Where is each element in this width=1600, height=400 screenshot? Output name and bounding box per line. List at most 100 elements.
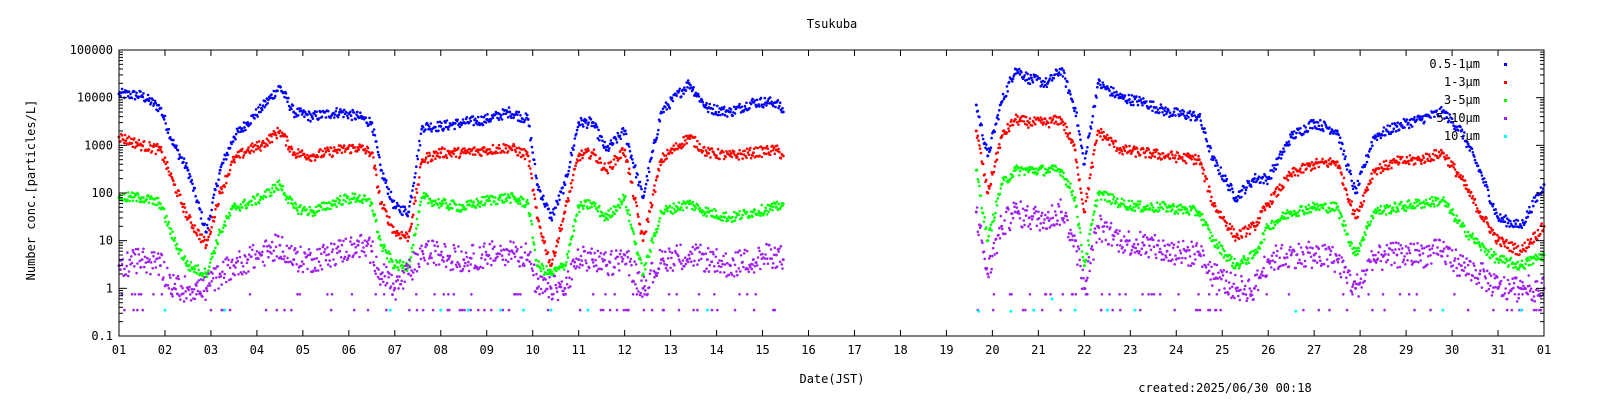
data-point bbox=[1519, 223, 1522, 226]
data-point bbox=[1136, 103, 1140, 107]
data-point bbox=[238, 156, 242, 159]
data-point bbox=[1394, 130, 1398, 133]
data-point bbox=[1465, 183, 1468, 187]
data-point bbox=[322, 155, 325, 158]
data-point bbox=[1311, 207, 1314, 210]
data-point bbox=[1404, 209, 1408, 212]
data-point bbox=[1282, 185, 1285, 189]
data-point bbox=[290, 147, 294, 151]
data-point bbox=[1129, 103, 1133, 107]
data-point bbox=[234, 132, 238, 136]
data-point bbox=[1494, 253, 1497, 256]
data-point bbox=[993, 130, 996, 134]
data-point bbox=[160, 293, 164, 296]
data-point bbox=[1282, 147, 1285, 150]
data-point bbox=[447, 125, 451, 128]
data-point bbox=[1074, 158, 1078, 162]
data-point bbox=[208, 228, 211, 232]
data-point bbox=[542, 236, 545, 239]
data-point bbox=[1451, 161, 1455, 164]
data-point bbox=[768, 153, 772, 157]
data-point bbox=[169, 172, 173, 175]
data-point bbox=[1076, 173, 1080, 176]
data-point bbox=[1463, 230, 1467, 234]
data-point bbox=[1204, 137, 1208, 141]
data-point bbox=[1080, 198, 1084, 201]
data-point bbox=[142, 196, 145, 199]
data-point bbox=[417, 183, 420, 186]
data-point bbox=[1104, 135, 1108, 139]
data-point bbox=[297, 148, 300, 151]
data-point bbox=[1132, 145, 1136, 148]
data-point bbox=[418, 176, 421, 179]
data-point bbox=[562, 181, 566, 184]
data-point bbox=[1516, 260, 1520, 264]
data-point bbox=[572, 229, 576, 232]
data-point bbox=[1249, 183, 1252, 186]
data-point bbox=[383, 245, 387, 248]
data-point bbox=[124, 139, 128, 142]
data-point bbox=[1487, 225, 1491, 228]
data-point bbox=[634, 242, 638, 245]
data-point bbox=[1184, 117, 1188, 120]
data-point bbox=[458, 155, 462, 158]
data-point bbox=[299, 107, 302, 110]
data-point bbox=[1011, 123, 1015, 127]
data-point bbox=[173, 183, 177, 186]
data-point bbox=[705, 214, 708, 218]
data-point bbox=[1326, 165, 1330, 168]
data-point bbox=[651, 193, 655, 196]
data-point bbox=[586, 207, 590, 210]
data-point bbox=[349, 151, 353, 154]
data-point bbox=[614, 138, 618, 141]
data-point bbox=[663, 211, 666, 214]
data-point bbox=[306, 113, 309, 117]
data-point bbox=[1220, 177, 1224, 181]
data-point bbox=[1484, 180, 1488, 184]
data-point bbox=[1231, 190, 1235, 194]
data-point bbox=[631, 181, 634, 184]
data-point bbox=[1080, 146, 1084, 150]
data-point bbox=[1290, 175, 1294, 178]
data-point bbox=[1353, 209, 1357, 213]
data-point bbox=[1523, 267, 1527, 270]
data-point bbox=[292, 258, 296, 262]
data-point bbox=[1116, 197, 1119, 200]
data-point bbox=[179, 193, 182, 196]
data-point bbox=[1384, 207, 1387, 210]
data-point bbox=[1001, 100, 1004, 103]
data-point bbox=[493, 200, 496, 203]
data-point bbox=[1424, 198, 1428, 202]
data-point bbox=[1096, 133, 1099, 137]
data-point bbox=[1410, 125, 1414, 128]
data-point bbox=[366, 146, 370, 150]
data-point bbox=[1044, 117, 1047, 121]
data-point bbox=[657, 220, 661, 223]
data-point bbox=[1030, 79, 1034, 82]
data-point bbox=[475, 197, 479, 201]
data-point bbox=[751, 97, 754, 101]
data-point bbox=[135, 91, 138, 95]
data-point bbox=[765, 101, 769, 105]
data-point bbox=[1188, 205, 1192, 208]
data-point bbox=[1476, 164, 1480, 167]
data-point bbox=[1000, 224, 1004, 228]
data-point bbox=[1350, 241, 1353, 245]
data-point bbox=[781, 204, 784, 207]
data-point bbox=[1344, 155, 1347, 158]
data-point bbox=[1217, 169, 1220, 172]
data-point bbox=[174, 287, 177, 291]
data-point bbox=[560, 227, 564, 231]
data-point bbox=[522, 154, 525, 158]
data-point bbox=[188, 172, 191, 176]
data-point bbox=[557, 194, 561, 197]
data-point bbox=[605, 213, 609, 216]
data-point bbox=[579, 116, 583, 120]
data-point bbox=[167, 127, 171, 131]
data-point bbox=[631, 227, 634, 231]
data-point bbox=[616, 131, 620, 135]
data-point bbox=[572, 225, 575, 228]
data-point bbox=[623, 148, 627, 152]
data-point bbox=[134, 247, 138, 251]
data-point bbox=[1313, 203, 1317, 206]
